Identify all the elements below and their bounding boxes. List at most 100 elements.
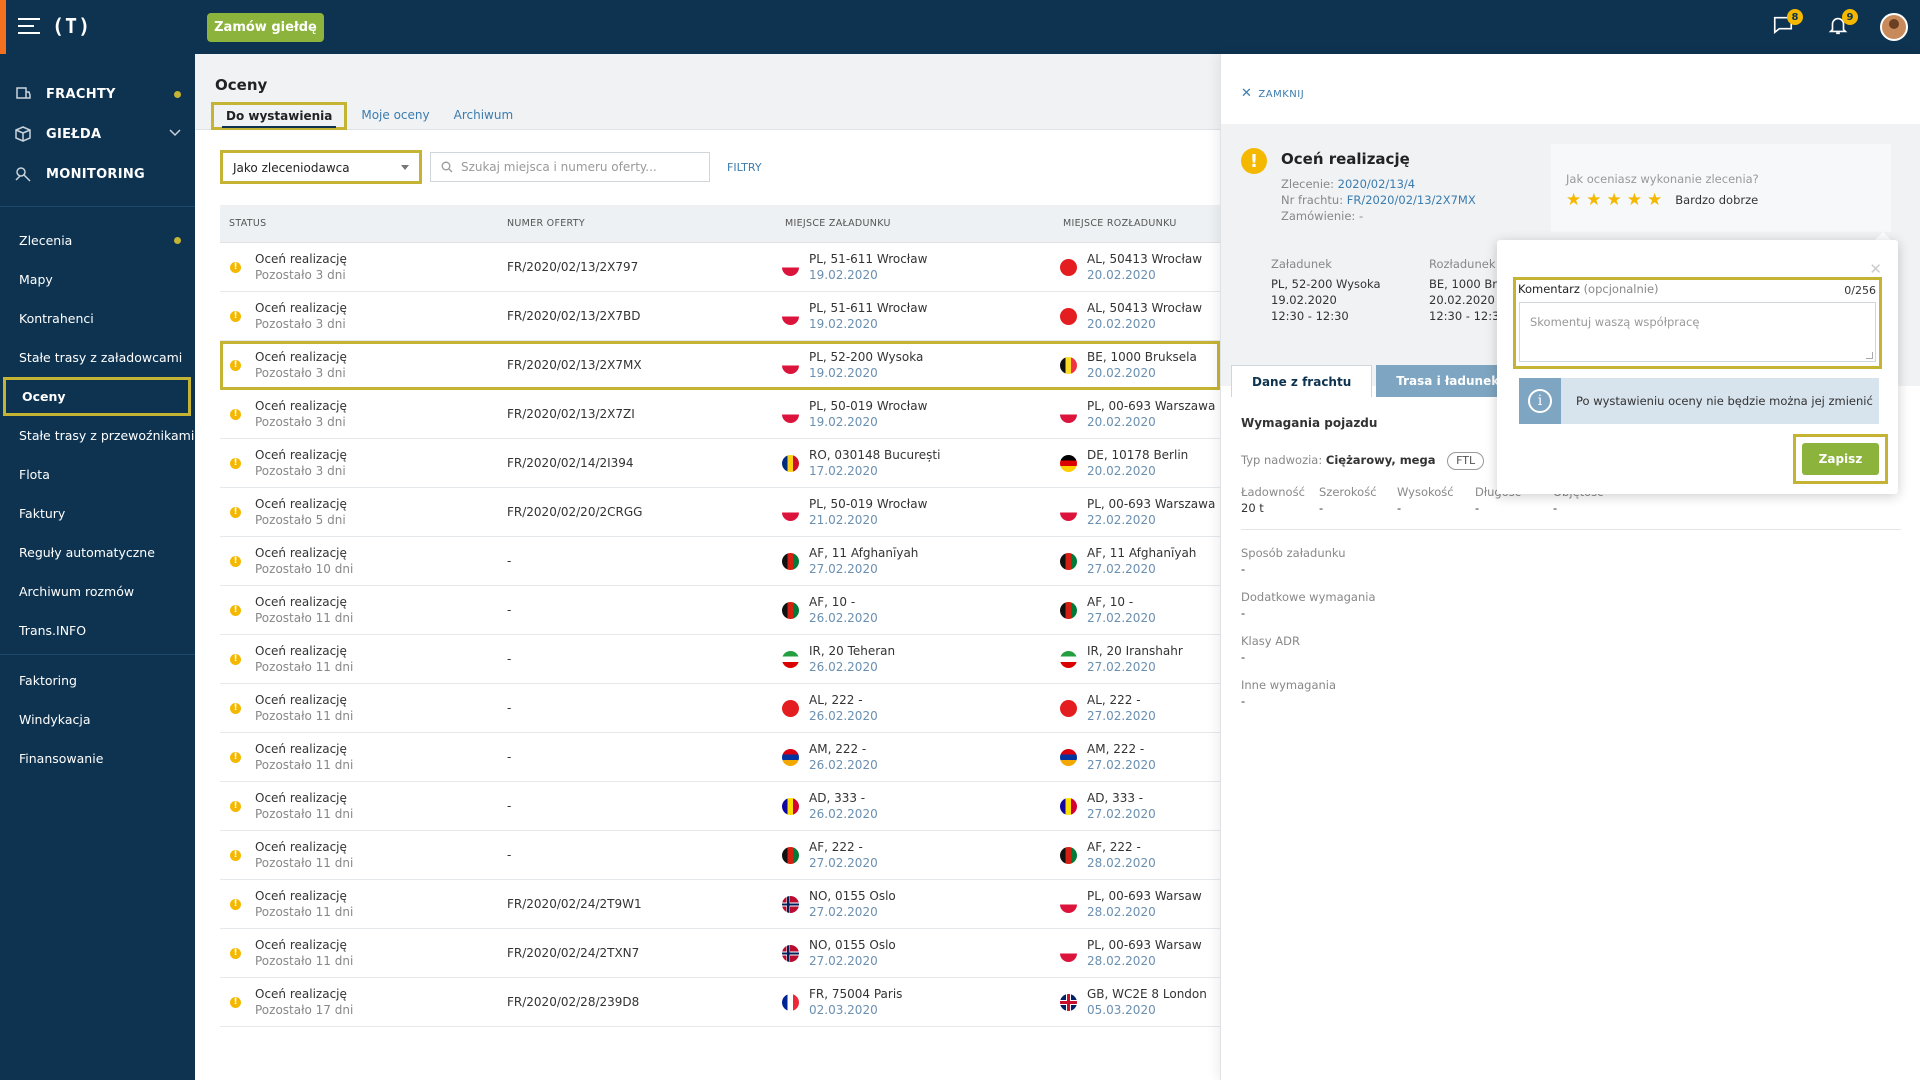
column-header-load-place[interactable]: MIEJSCE ZAŁADUNKU (785, 218, 891, 229)
tab-route-and-cargo[interactable]: Trasa i ładunek (1376, 365, 1520, 397)
table-row[interactable]: ! Oceń realizację Pozostało 3 dni FR/202… (220, 243, 1220, 292)
order-link[interactable]: 2020/02/13/4 (1337, 177, 1416, 191)
role-select[interactable]: Jako zleceniodawca (220, 150, 422, 184)
sidebar-item-monitoring[interactable]: MONITORING (0, 154, 195, 194)
unload-place: PL, 00-693 Warszawa (1087, 497, 1216, 511)
flag-pl-icon (1060, 944, 1077, 962)
sidebar-divider (0, 206, 195, 207)
warning-icon: ! (230, 947, 241, 959)
messages-button[interactable]: 8 (1772, 9, 1803, 40)
sidebar-item-chat-archive[interactable]: Archiwum rozmów (0, 572, 195, 611)
load-place: PL, 52-200 Wysoka (1271, 277, 1381, 291)
star-icon[interactable]: ★ (1586, 190, 1602, 210)
load-date: 02.03.2020 (809, 1003, 878, 1017)
flag-af-icon (1060, 601, 1077, 619)
sidebar-item-fleet[interactable]: Flota (0, 455, 195, 494)
table-row[interactable]: ! Oceń realizację Pozostało 5 dni FR/202… (220, 488, 1220, 537)
capacity-label: Wysokość (1397, 485, 1454, 499)
table-row[interactable]: ! Oceń realizację Pozostało 3 dni FR/202… (220, 390, 1220, 439)
status-cell: ! Oceń realizację Pozostało 11 dni (220, 692, 498, 724)
tab-to-issue[interactable]: Do wystawienia (211, 102, 348, 130)
unload-place: IR, 20 Iranshahr (1087, 644, 1183, 658)
notifications-button[interactable]: 9 (1827, 9, 1858, 40)
sidebar-item-shipper-routes[interactable]: Stałe trasy z załadowcami (0, 338, 195, 377)
hamburger-menu-icon[interactable] (18, 18, 40, 36)
divider (1241, 529, 1901, 530)
remaining-text: Pozostało 3 dni (255, 317, 346, 331)
close-icon[interactable]: ✕ (1869, 260, 1882, 278)
resize-handle-icon[interactable] (1866, 352, 1873, 359)
sidebar-item-financing[interactable]: Finansowanie (0, 739, 195, 778)
load-cell: NO, 0155 Oslo 27.02.2020 (776, 937, 1054, 969)
remaining-text: Pozostało 11 dni (255, 709, 354, 723)
remaining-text: Pozostało 11 dni (255, 611, 354, 625)
sidebar-item-carrier-routes[interactable]: Stałe trasy z przewoźnikami (0, 416, 195, 455)
sidebar-item-label: Flota (19, 467, 50, 482)
tab-archive[interactable]: Archiwum (453, 108, 514, 122)
column-header-offer[interactable]: NUMER OFERTY (507, 218, 585, 229)
offer-number: FR/2020/02/20/2CRGG (507, 505, 643, 519)
save-button[interactable]: Zapisz (1802, 443, 1879, 475)
user-avatar[interactable] (1880, 13, 1908, 41)
sidebar-item-freights[interactable]: FRACHTY (0, 74, 195, 114)
table-row[interactable]: ! Oceń realizację Pozostało 11 dni - AL,… (220, 684, 1220, 733)
table-row[interactable]: ! Oceń realizację Pozostało 11 dni - AF,… (220, 831, 1220, 880)
load-date: 27.02.2020 (809, 562, 878, 576)
column-header-status[interactable]: STATUS (229, 218, 267, 229)
sidebar-item-label: Kontrahenci (19, 311, 94, 326)
order-exchange-button[interactable]: Zamów giełdę (207, 13, 324, 42)
sidebar-item-orders[interactable]: Zlecenia (0, 221, 195, 260)
remaining-text: Pozostało 3 dni (255, 415, 346, 429)
info-text: Po wystawieniu oceny nie będzie można je… (1576, 394, 1873, 408)
sidebar-item-contractors[interactable]: Kontrahenci (0, 299, 195, 338)
unload-cell: GB, WC2E 8 London 05.03.2020 (1054, 986, 1220, 1018)
table-row[interactable]: ! Oceń realizację Pozostało 11 dni FR/20… (220, 880, 1220, 929)
comment-textarea[interactable]: Skomentuj waszą współpracę (1519, 302, 1876, 362)
sidebar-item-invoices[interactable]: Faktury (0, 494, 195, 533)
star-icon[interactable]: ★ (1566, 190, 1582, 210)
tab-freight-data[interactable]: Dane z frachtu (1231, 365, 1373, 397)
table-row[interactable]: ! Oceń realizację Pozostało 11 dni - AM,… (220, 733, 1220, 782)
search-input[interactable]: Szukaj miejsca i numeru oferty... (430, 152, 710, 182)
flag-ro-icon (782, 454, 799, 472)
offer-number: FR/2020/02/24/2TXN7 (507, 946, 640, 960)
sidebar-item-label: Trans.INFO (19, 623, 87, 638)
notifications-badge: 9 (1842, 9, 1858, 25)
warning-icon: ! (230, 898, 241, 910)
table-row[interactable]: ! Oceń realizację Pozostało 3 dni FR/202… (220, 341, 1220, 390)
tab-my-ratings[interactable]: Moje oceny (361, 108, 430, 122)
app-logo[interactable]: (T) (52, 14, 92, 38)
star-icon[interactable]: ★ (1626, 190, 1642, 210)
star-icon[interactable]: ★ (1606, 190, 1622, 210)
filters-link[interactable]: FILTRY (727, 161, 762, 174)
status-cell: ! Oceń realizację Pozostało 11 dni (220, 888, 498, 920)
sidebar-item-exchange[interactable]: GIEŁDA (0, 114, 195, 154)
remaining-text: Pozostało 11 dni (255, 856, 354, 870)
unload-place: PL, 00-693 Warsaw (1087, 889, 1202, 903)
star-icon[interactable]: ★ (1647, 190, 1663, 210)
sidebar-item-automatic-rules[interactable]: Reguły automatyczne (0, 533, 195, 572)
table-row[interactable]: ! Oceń realizację Pozostało 10 dni - AF,… (220, 537, 1220, 586)
close-panel-button[interactable]: ✕ ZAMKNIJ (1241, 86, 1304, 101)
table-row[interactable]: ! Oceń realizację Pozostało 11 dni - AF,… (220, 586, 1220, 635)
table-row[interactable]: ! Oceń realizację Pozostało 11 dni - AD,… (220, 782, 1220, 831)
table-row[interactable]: ! Oceń realizację Pozostało 11 dni - IR,… (220, 635, 1220, 684)
rating-question: Jak oceniasz wykonanie zlecenia? (1566, 172, 1759, 186)
table-row[interactable]: ! Oceń realizację Pozostało 3 dni FR/202… (220, 292, 1220, 341)
offer-number: FR/2020/02/13/2X7ZI (507, 407, 635, 421)
table-row[interactable]: ! Oceń realizację Pozostało 11 dni FR/20… (220, 929, 1220, 978)
column-header-unload-place[interactable]: MIEJSCE ROZŁADUNKU (1063, 218, 1177, 229)
sidebar-item-factoring[interactable]: Faktoring (0, 661, 195, 700)
sidebar-item-maps[interactable]: Mapy (0, 260, 195, 299)
sidebar-item-debt-collection[interactable]: Windykacja (0, 700, 195, 739)
detail-title: Oceń realizację (1281, 150, 1410, 168)
freight-link[interactable]: FR/2020/02/13/2X7MX (1346, 193, 1476, 207)
load-date: 19.02.2020 (1271, 293, 1337, 307)
table-row[interactable]: ! Oceń realizację Pozostało 17 dni FR/20… (220, 978, 1220, 1027)
flag-af-icon (782, 601, 799, 619)
load-cell: PL, 50-019 Wrocław 19.02.2020 (776, 398, 1054, 430)
sidebar-item-trans-info[interactable]: Trans.INFO (0, 611, 195, 650)
sidebar-item-ratings[interactable]: Oceny (3, 377, 191, 416)
bell-icon (1828, 17, 1848, 35)
table-row[interactable]: ! Oceń realizację Pozostało 3 dni FR/202… (220, 439, 1220, 488)
